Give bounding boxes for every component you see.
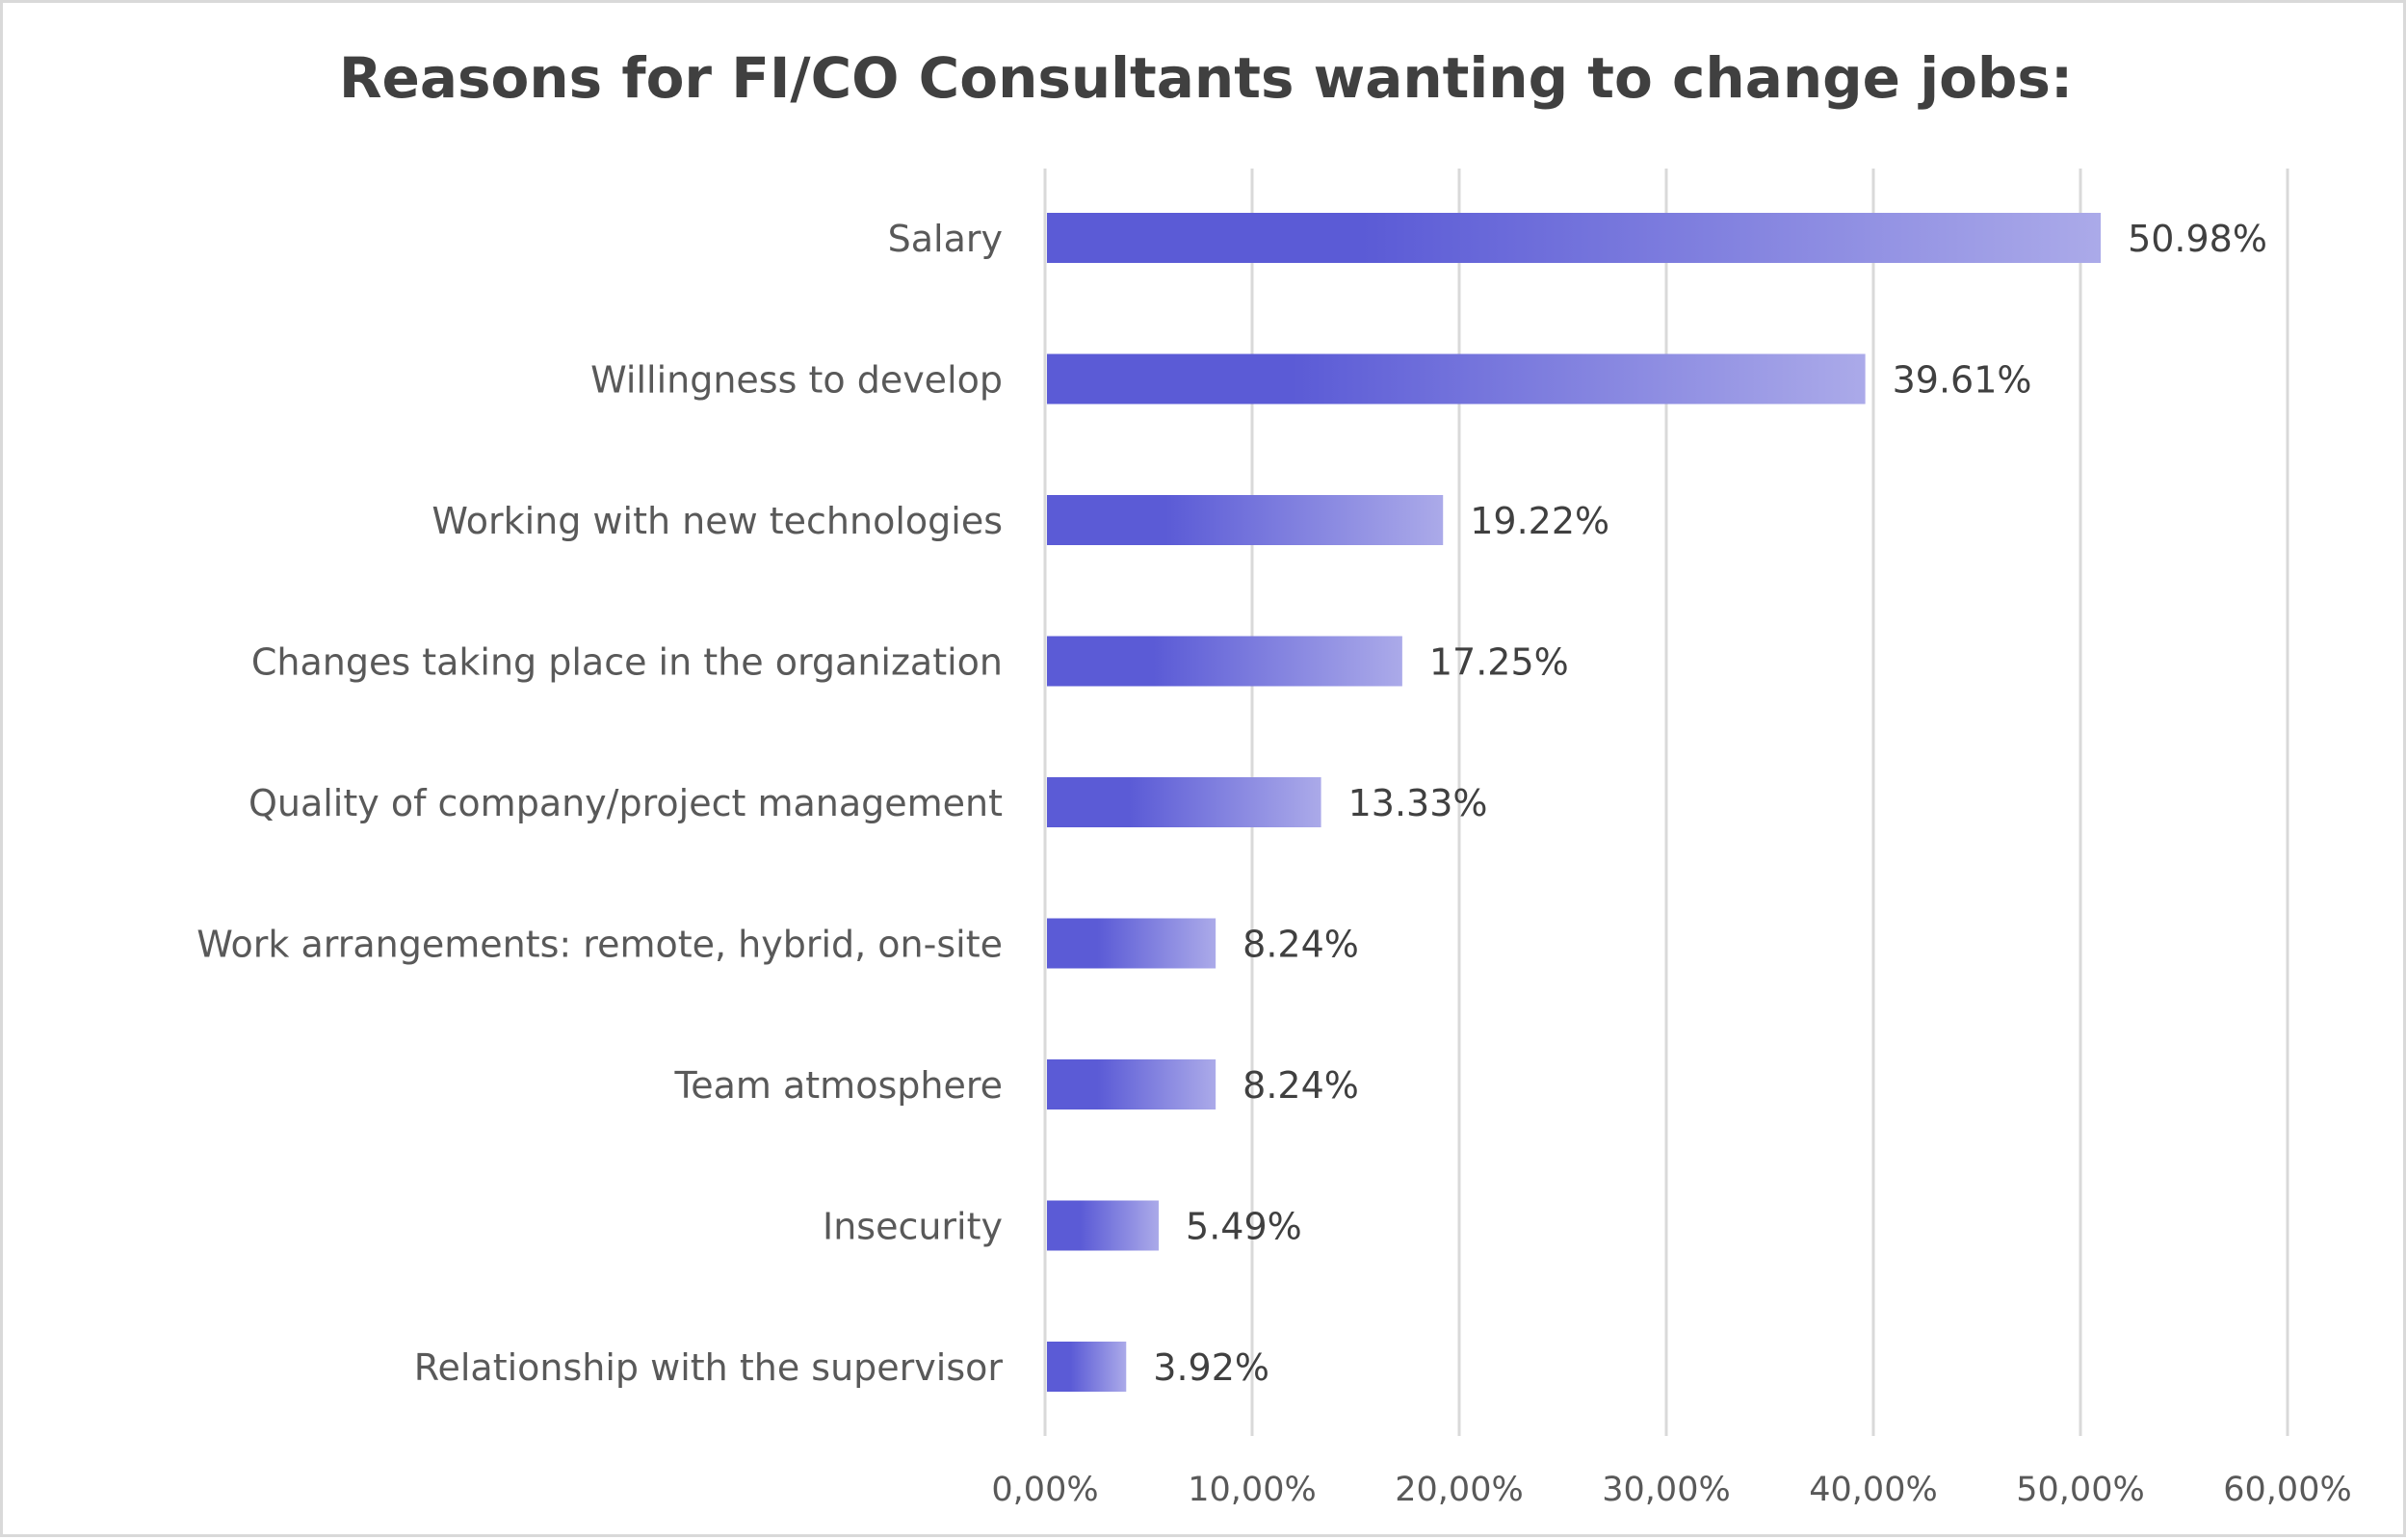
x-tick-label: 40,00% xyxy=(1809,1471,1937,1509)
x-tick-label: 0,00% xyxy=(991,1471,1098,1509)
bar xyxy=(1047,353,1866,405)
x-tick-label: 50,00% xyxy=(2016,1471,2144,1509)
category-label: Changes taking place in the organization xyxy=(251,641,1003,684)
value-label: 17.25% xyxy=(1429,641,1569,684)
value-labels: 50.98% 39.61% 19.22% 17.25% 13.33% 8.24% 8.24%… xyxy=(1153,218,2267,1389)
x-tick-label: 30,00% xyxy=(1602,1471,1730,1509)
x-tick-label: 60,00% xyxy=(2223,1471,2351,1509)
bar xyxy=(1047,636,1402,687)
bar-chart: Reasons for FI/CO Consultants wanting to… xyxy=(196,45,2352,1509)
bar xyxy=(1047,213,2102,263)
category-label: Team atmosphere xyxy=(673,1064,1003,1107)
category-label: Salary xyxy=(888,218,1003,260)
chart-title: Reasons for FI/CO Consultants wanting to… xyxy=(339,45,2073,111)
category-labels: Salary Willingness to develop Working with… xyxy=(196,218,1003,1389)
category-label: Relationship with the supervisor xyxy=(414,1346,1004,1389)
bar xyxy=(1047,777,1321,827)
value-label: 8.24% xyxy=(1242,924,1359,966)
bar xyxy=(1047,1342,1127,1392)
category-label: Insecurity xyxy=(823,1206,1003,1248)
x-tick-label: 10,00% xyxy=(1188,1471,1316,1509)
bar xyxy=(1047,495,1444,545)
bar xyxy=(1047,1059,1216,1109)
value-label: 13.33% xyxy=(1348,782,1488,824)
value-label: 39.61% xyxy=(1893,359,2032,402)
x-tick-label: 20,00% xyxy=(1395,1471,1523,1509)
category-label: Quality of company/project management xyxy=(248,782,1003,824)
value-label: 3.92% xyxy=(1153,1346,1269,1389)
value-label: 50.98% xyxy=(2128,218,2267,260)
value-label: 19.22% xyxy=(1470,500,1609,542)
category-label: Willingness to develop xyxy=(590,359,1003,402)
bars xyxy=(1047,213,2102,1392)
bar xyxy=(1047,918,1216,969)
value-label: 5.49% xyxy=(1186,1206,1302,1248)
bar xyxy=(1047,1200,1160,1251)
x-axis-tick-labels: 0,00% 10,00% 20,00% 30,00% 40,00% 50,00% 60,00… xyxy=(991,1471,2351,1509)
category-label: Work arrangements: remote, hybrid, on-si… xyxy=(196,924,1003,966)
category-label: Working with new technologies xyxy=(432,500,1003,542)
value-label: 8.24% xyxy=(1242,1064,1359,1107)
